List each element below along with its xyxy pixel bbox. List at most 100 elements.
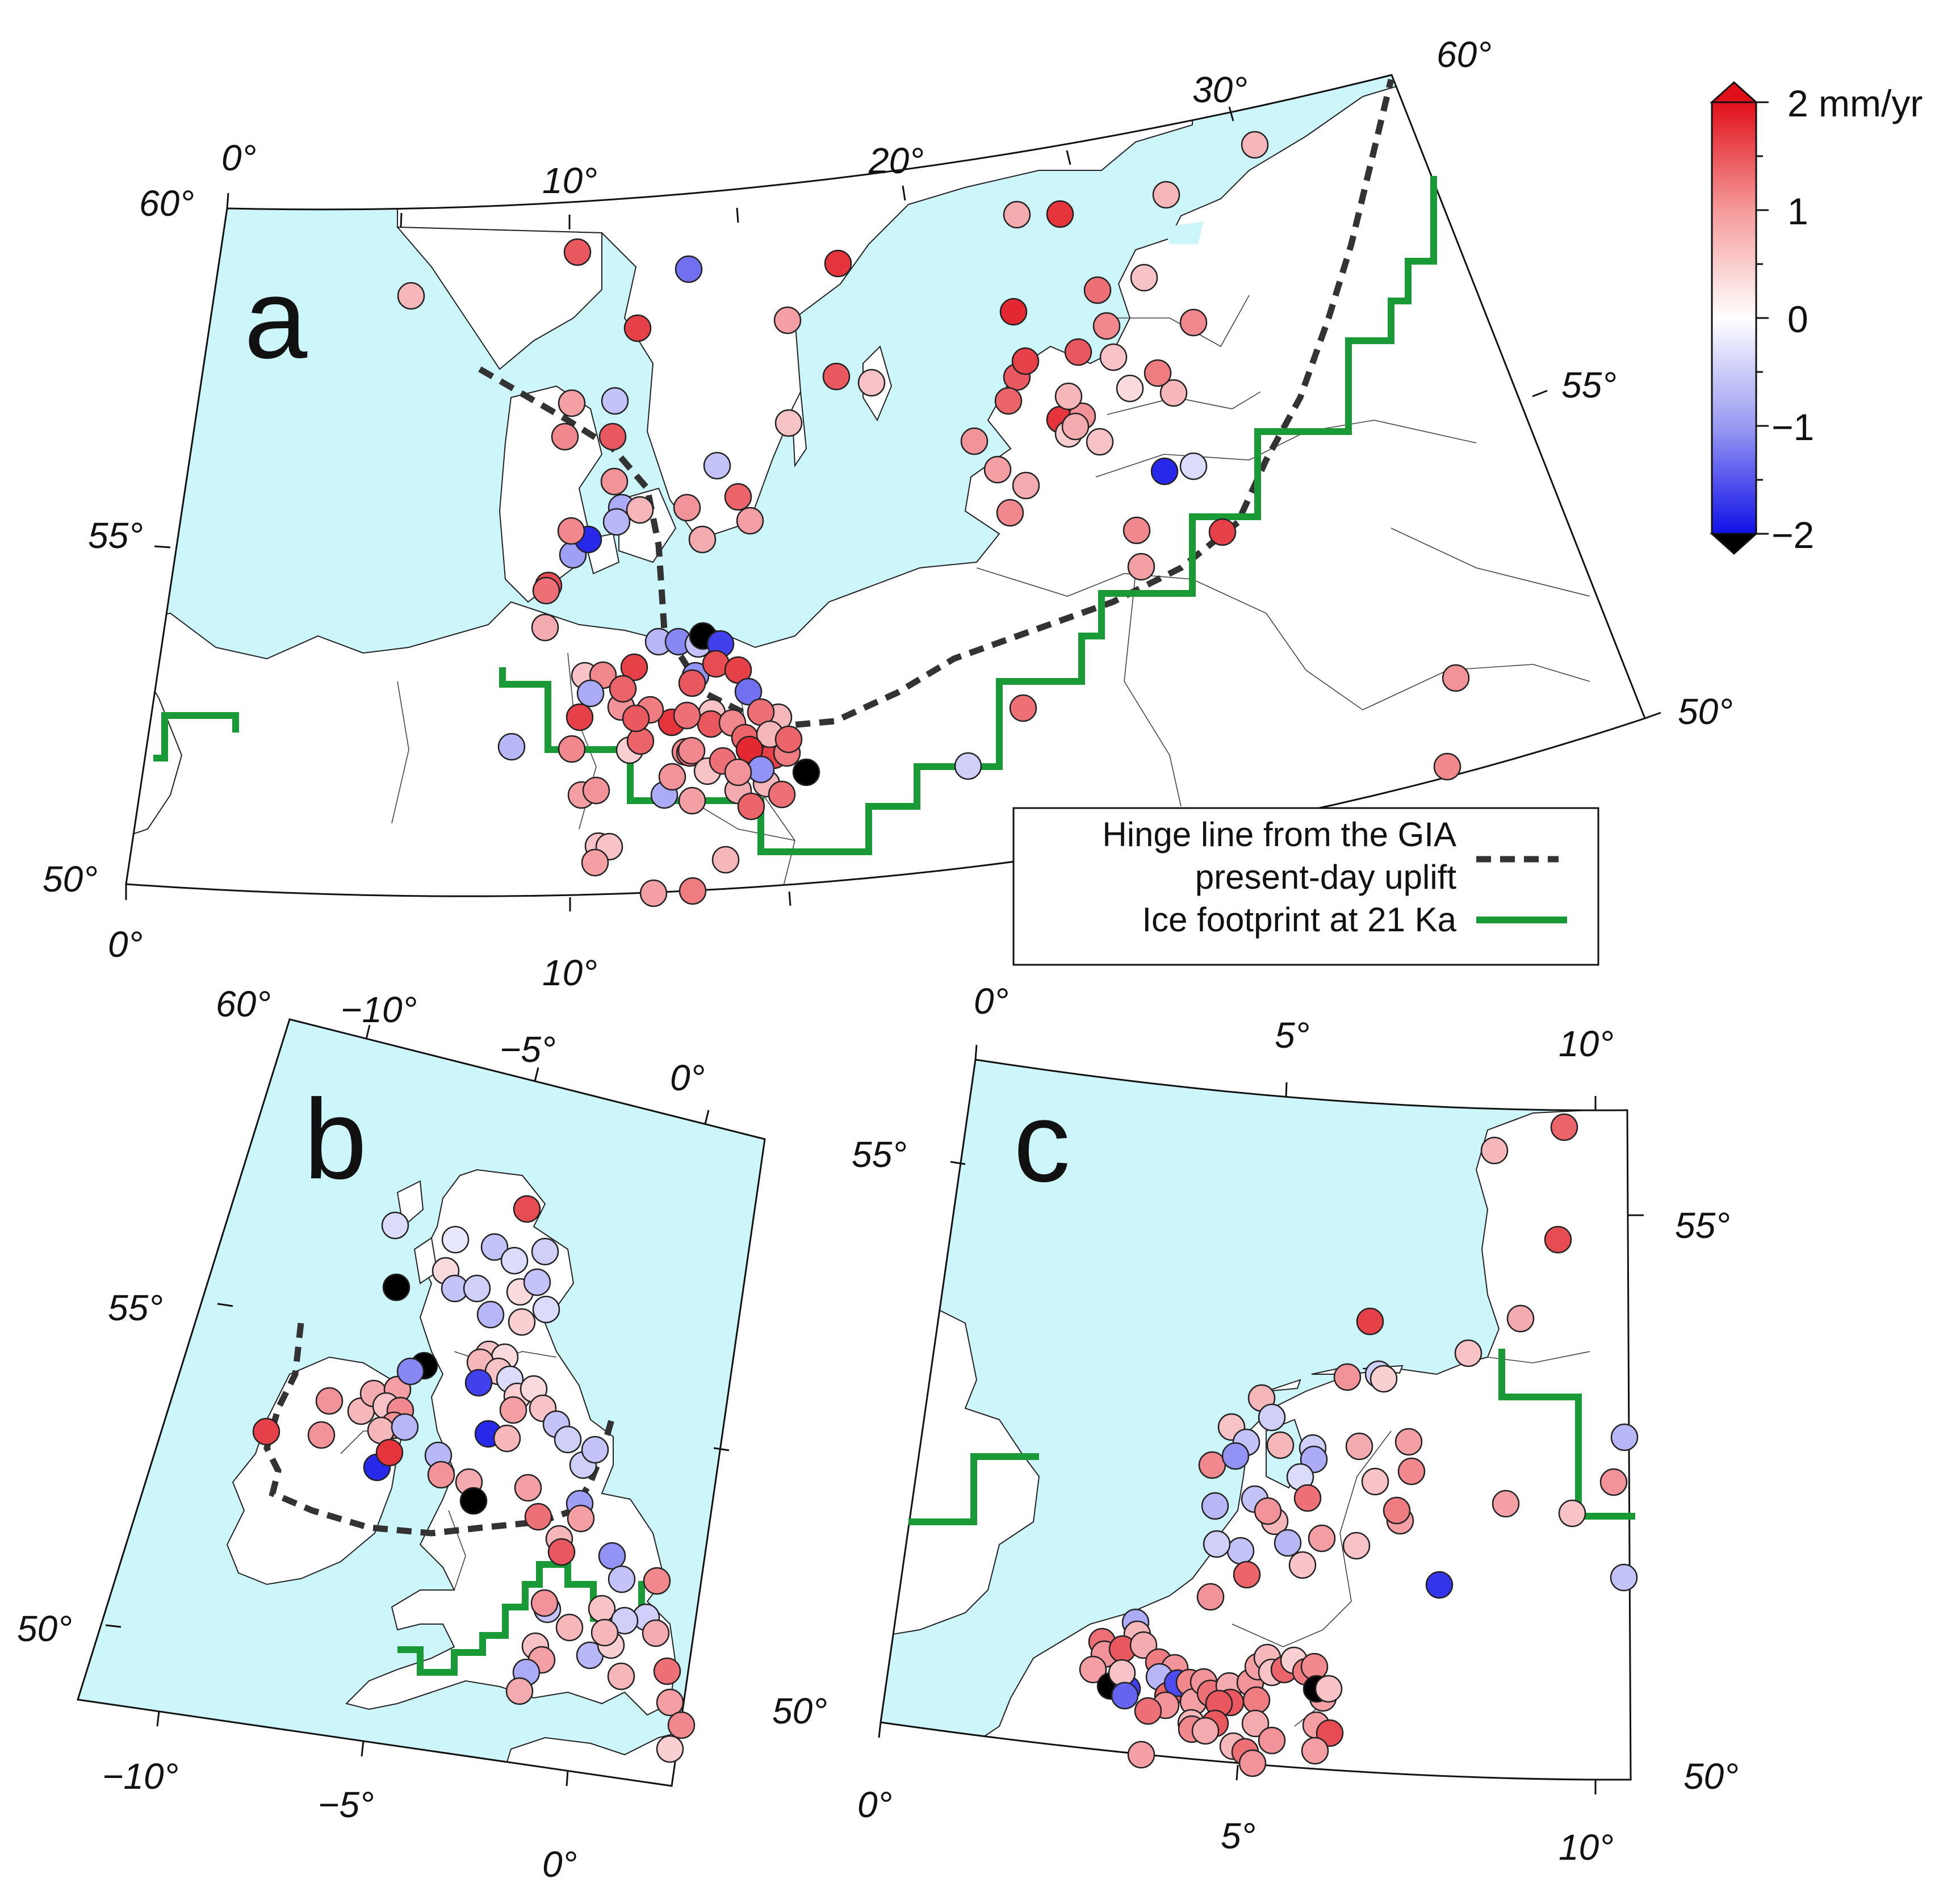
gps-site-marker <box>382 1273 411 1302</box>
gps-site-marker <box>551 422 579 451</box>
gps-site-marker <box>307 1421 336 1449</box>
gps-site-marker <box>531 1237 559 1266</box>
gps-site-marker <box>1394 1428 1423 1456</box>
gps-site-marker <box>1179 308 1208 337</box>
gps-site-marker <box>643 1567 671 1595</box>
gps-site-marker <box>514 1474 542 1502</box>
gps-site-marker <box>1011 347 1040 375</box>
gps-site-marker <box>1454 1339 1482 1367</box>
panel-c-lat-label-50-right: 50° <box>1683 1756 1739 1797</box>
gps-site-marker <box>1610 1563 1638 1592</box>
gps-site-marker <box>531 613 559 642</box>
gps-site-marker <box>1130 263 1158 292</box>
colorbar: 2 mm/yr 1 0 −1 −2 <box>1710 81 1923 556</box>
gps-site-marker <box>554 1425 582 1454</box>
gps-site-marker <box>500 1246 529 1275</box>
panel-a-lon-label-20-top: 20° <box>868 140 924 181</box>
colorbar-label-0: 0 <box>1787 298 1808 340</box>
gps-site-marker <box>1242 1686 1271 1714</box>
panel-b-lon-label-0-top: 0° <box>670 1057 705 1098</box>
gps-site-marker <box>581 1436 609 1464</box>
gps-site-marker <box>1191 1717 1220 1745</box>
panel-b-lat-label-50: 50° <box>17 1608 72 1649</box>
gps-site-marker <box>1116 374 1144 403</box>
gps-site-marker <box>1003 200 1031 229</box>
gps-site-marker <box>547 1538 576 1566</box>
gps-site-marker <box>1383 1496 1411 1525</box>
gps-site-marker <box>673 493 701 522</box>
gps-site-marker <box>600 467 629 496</box>
gps-site-marker <box>1009 694 1037 722</box>
panel-a-ice-footprint-west <box>153 712 239 762</box>
panel-c-lat-label-55-right: 55° <box>1675 1205 1730 1246</box>
panel-b-frame <box>77 1018 766 1787</box>
gps-site-marker <box>658 763 686 791</box>
gps-site-marker <box>532 576 560 605</box>
gps-site-marker <box>1301 1737 1329 1765</box>
gps-site-marker <box>711 846 740 874</box>
gps-site-marker <box>397 282 425 310</box>
gps-site-marker <box>1425 1571 1454 1599</box>
panel-b-lon-label-minus5-top: −5° <box>500 1029 556 1070</box>
gps-site-marker <box>391 1413 419 1441</box>
panel-a-hinge-line <box>478 78 1394 730</box>
gps-site-marker <box>774 725 803 754</box>
gps-site-marker <box>1152 181 1180 209</box>
panel-c-lat-label-55-left: 55° <box>852 1134 907 1175</box>
panel-a-lon-label-30-top: 30° <box>1192 69 1247 110</box>
panel-c-ice-footprint-east <box>1498 1349 1635 1520</box>
gps-site-marker <box>1159 379 1188 407</box>
gps-site-marker <box>1226 1537 1255 1565</box>
gps-site-marker <box>590 1618 619 1647</box>
gps-site-marker <box>623 314 652 342</box>
gps-site-marker <box>315 1387 344 1415</box>
gps-site-marker <box>747 755 775 784</box>
panel-c-lon-label-10-bottom: 10° <box>1559 1827 1614 1868</box>
gps-site-marker <box>1127 553 1155 581</box>
panel-c-map: 0° 5° 10° 55° 55° 50° 50° 0° 5° 10° c <box>772 981 1739 1868</box>
gps-site-marker <box>1599 1468 1628 1496</box>
gps-site-marker <box>1241 131 1269 159</box>
gps-site-marker <box>622 704 650 733</box>
gps-site-marker <box>1150 457 1179 486</box>
panel-a-letter: a <box>244 256 308 382</box>
gps-site-marker <box>1201 1492 1229 1520</box>
gps-site-marker <box>774 409 803 437</box>
panel-a-lon-label-0-top: 0° <box>221 137 256 178</box>
gps-site-marker <box>1144 359 1172 387</box>
panel-a-lon-label-0-bottom: 0° <box>108 924 143 965</box>
panel-b-map: 60° −10° −5° 0° 55° 50° −10° −5° 0° b <box>17 984 766 1885</box>
gps-site-marker <box>499 1396 527 1424</box>
gps-site-marker <box>620 653 648 681</box>
panel-a-map: 0° 10° 20° 30° 0° 10° 60° 55° 50° 60° 55… <box>43 34 1733 993</box>
gps-site-marker <box>513 1195 541 1223</box>
gps-site-marker <box>493 1424 521 1453</box>
legend-hinge-label-line1: Hinge line from the GIA <box>1102 815 1456 853</box>
panel-b-lat-label-55: 55° <box>108 1287 163 1328</box>
gps-site-marker <box>1266 1431 1295 1459</box>
panel-c-ice-footprint-west <box>908 1453 1039 1525</box>
panel-b-ticks <box>105 1024 730 1786</box>
gps-site-marker <box>1345 1432 1373 1461</box>
gps-site-marker <box>1544 1225 1572 1254</box>
gps-site-marker <box>737 792 765 821</box>
colorbar-label-minus2: −2 <box>1771 514 1814 556</box>
gps-site-marker <box>588 1595 616 1623</box>
gps-site-marker <box>375 1438 404 1467</box>
gps-site-marker <box>1397 1457 1426 1486</box>
gps-site-marker <box>656 1735 684 1763</box>
gps-site-marker <box>497 733 526 761</box>
gps-site-marker <box>555 1613 584 1642</box>
gps-site-marker <box>703 451 731 480</box>
gps-site-marker <box>532 1295 560 1324</box>
panel-a-lat-label-55-left: 55° <box>88 515 143 556</box>
gps-site-marker <box>1179 452 1208 480</box>
colorbar-gradient <box>1711 101 1757 535</box>
panel-b-lon-label-minus10-top: −10° <box>341 989 417 1030</box>
gps-site-marker <box>1208 518 1237 546</box>
gps-site-marker <box>1012 471 1040 500</box>
gps-site-marker <box>626 496 654 524</box>
panel-b-sites <box>252 1195 696 1763</box>
gps-site-marker <box>1111 1681 1139 1710</box>
gps-site-marker <box>441 1225 470 1254</box>
